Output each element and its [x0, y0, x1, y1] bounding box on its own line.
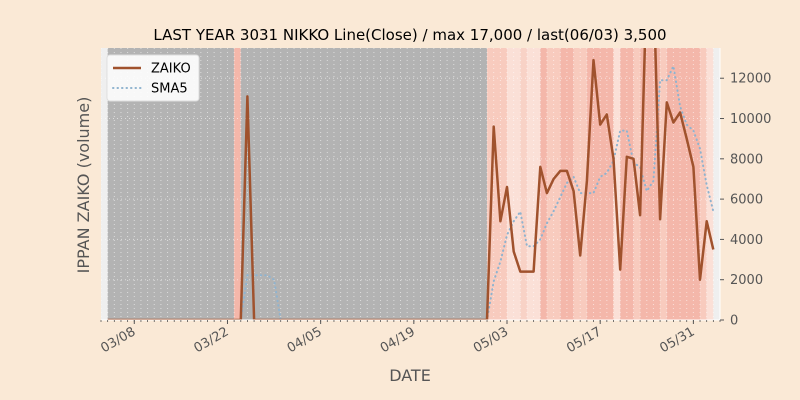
y-tick-label: 12000	[730, 72, 771, 87]
background-span	[613, 48, 621, 320]
background-span	[700, 48, 707, 320]
background-span	[660, 48, 667, 320]
background-span	[240, 48, 488, 320]
background-span	[520, 48, 527, 320]
x-tick-label: 05/17	[564, 324, 604, 356]
x-tick-label: 03/22	[192, 324, 232, 356]
x-axis-label: DATE	[389, 366, 431, 385]
x-tick-label: 04/05	[285, 324, 325, 356]
series-line-zaiko	[107, 48, 715, 320]
legend-box	[106, 54, 200, 102]
y-tick-label: 6000	[730, 193, 763, 208]
y-tick-label: 2000	[730, 273, 763, 288]
x-tick-label: 03/08	[98, 324, 138, 356]
y-tick-label: 8000	[730, 152, 763, 167]
background-span	[234, 48, 241, 320]
legend-label-sma5: SMA5	[151, 82, 188, 97]
legend-label-zaiko: ZAIKO	[151, 62, 191, 77]
y-tick-label: 0	[730, 314, 738, 329]
legend: ZAIKO SMA5	[106, 54, 200, 102]
series-group	[107, 48, 715, 320]
background-span	[706, 48, 714, 320]
y-axis-label: IPPAN ZAIKO (volume)	[74, 97, 93, 274]
x-tick-label: 04/19	[378, 324, 418, 356]
chart-title: LAST YEAR 3031 NIKKO Line(Close) / max 1…	[153, 26, 666, 44]
x-tick-label: 05/03	[471, 324, 511, 356]
series-line-sma5	[239, 65, 715, 320]
y-tick-label: 4000	[730, 233, 763, 248]
background-span	[640, 48, 661, 320]
x-tick-label: 05/31	[657, 324, 697, 356]
y-tick-label: 10000	[730, 112, 771, 127]
